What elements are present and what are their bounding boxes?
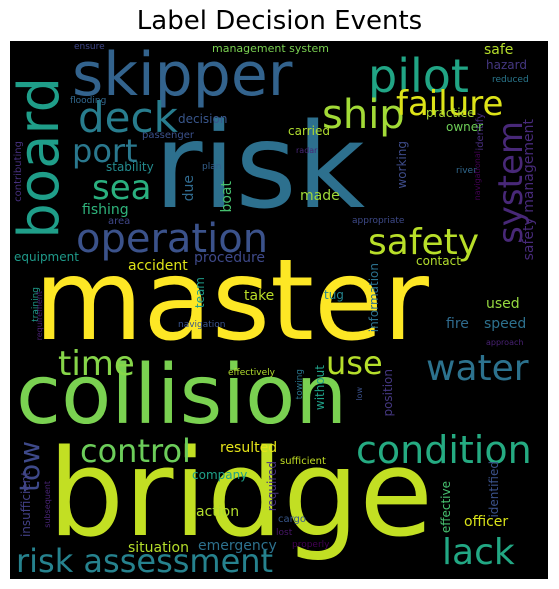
word-control: control <box>80 432 191 470</box>
word-navigational: navigational <box>473 151 482 201</box>
word-practice: practice <box>426 106 475 120</box>
word-boat: boat <box>219 181 235 213</box>
word-requirement: requirement <box>35 291 44 341</box>
word-risk: risk <box>154 97 366 235</box>
word-tug: tug <box>324 288 344 302</box>
word-fire: fire <box>446 316 469 332</box>
word-towing: towing <box>295 369 305 400</box>
word-port: port <box>72 132 138 170</box>
word-equipment: equipment <box>14 250 79 264</box>
word-situation: situation <box>128 540 189 556</box>
word-accident: accident <box>128 258 188 274</box>
word-skipper: skipper <box>72 41 293 110</box>
word-contact: contact <box>416 254 461 268</box>
word-information: information <box>367 263 381 333</box>
page-title: Label Decision Events <box>136 6 423 36</box>
word-use: use <box>326 344 383 382</box>
word-bridge: bridge <box>48 425 434 564</box>
word-pilot: pilot <box>368 49 469 103</box>
word-reduced: reduced <box>492 75 529 85</box>
word-safety: safety <box>368 222 480 263</box>
word-area: area <box>108 216 131 227</box>
word-safety-management: safety management <box>521 119 537 261</box>
word-navigation: navigation <box>178 320 226 330</box>
word-management-system: management system <box>212 42 329 55</box>
word-company: company <box>192 468 248 482</box>
word-safe: safe <box>484 42 514 58</box>
word-lack: lack <box>442 532 515 573</box>
word-plan: plan <box>202 162 222 172</box>
word-emergency: emergency <box>198 538 277 554</box>
word-effectively: effectively <box>228 368 275 378</box>
word-passenger: passenger <box>142 130 194 141</box>
word-failure: failure <box>396 84 504 124</box>
word-radar: radar <box>296 146 318 155</box>
word-team: team <box>193 277 207 309</box>
word-sufficient: sufficient <box>280 456 326 467</box>
word-carried: carried <box>288 124 330 138</box>
word-subsequent: subsequent <box>43 481 52 528</box>
word-cargo: cargo <box>278 514 307 525</box>
word-operation: operation <box>76 216 269 262</box>
word-time: time <box>58 344 135 384</box>
word-water: water <box>426 348 529 389</box>
word-speed: speed <box>484 316 527 332</box>
word-made: made <box>300 188 340 204</box>
word-fishing: fishing <box>82 202 129 218</box>
word-position: position <box>381 369 395 417</box>
word-sea: sea <box>92 168 152 208</box>
word-cloud: master risk bridge collision skipper boa… <box>10 41 548 579</box>
word-identified: identified <box>487 461 501 518</box>
word-procedure: procedure <box>194 250 266 266</box>
word-hazard: hazard <box>486 58 527 72</box>
word-ship: ship <box>322 92 405 138</box>
word-lost: lost <box>276 528 293 538</box>
word-due: due <box>181 175 197 202</box>
word-flooding: flooding <box>70 96 107 106</box>
word-master: master <box>34 236 429 366</box>
word-action: action <box>196 504 240 520</box>
word-ensure: ensure <box>74 42 105 52</box>
word-condition: condition <box>356 428 532 472</box>
word-used: used <box>486 296 520 312</box>
word-stability: stability <box>106 160 154 174</box>
word-deck: deck <box>78 93 178 142</box>
word-risk-assessment: risk assessment <box>16 542 274 579</box>
word-owner: owner <box>446 120 484 134</box>
word-river: river <box>456 166 477 176</box>
word-collision: collision <box>16 348 348 443</box>
word-working: working <box>395 141 409 189</box>
word-low: low <box>355 387 364 401</box>
word-approach: approach <box>486 338 524 347</box>
word-properly: properly <box>292 540 330 550</box>
word-appropriate: appropriate <box>352 216 405 226</box>
word-resulted: resulted <box>220 440 278 456</box>
word-effective: effective <box>439 481 453 534</box>
word-required: required <box>265 461 279 512</box>
word-take: take <box>244 288 275 304</box>
word-decision: decision <box>178 112 228 126</box>
word-without: without <box>313 365 327 411</box>
word-insufficient: insufficient <box>19 471 33 538</box>
word-officer: officer <box>464 514 509 530</box>
word-contributing: contributing <box>13 141 24 202</box>
